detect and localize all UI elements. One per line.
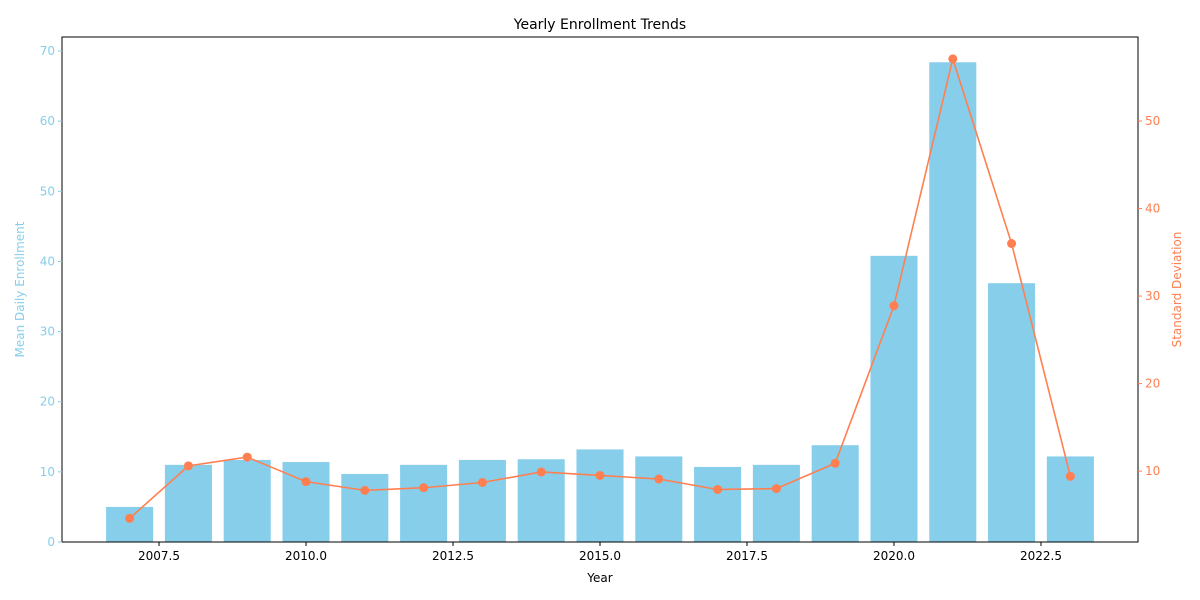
y-axis-left-title: Mean Daily Enrollment	[13, 221, 27, 357]
x-tick-label: 2017.5	[726, 549, 768, 563]
y-left-tick-label: 60	[40, 114, 55, 128]
y-left-tick-label: 20	[40, 395, 55, 409]
std-dev-point	[1007, 239, 1017, 249]
x-axis-title: Year	[586, 571, 612, 585]
x-tick-label: 2022.5	[1020, 549, 1062, 563]
bar	[870, 255, 918, 543]
y-right-tick-label: 20	[1145, 377, 1160, 391]
bar	[1046, 456, 1094, 542]
std-dev-point	[536, 467, 546, 477]
y-right-tick-label: 30	[1145, 289, 1160, 303]
y-right-tick-label: 40	[1145, 202, 1160, 216]
bar	[929, 62, 977, 542]
x-axis: 2007.5 2010.0 2012.5 2015.0 2017.5 2020.0 2022…	[138, 542, 1062, 563]
std-dev-point	[477, 477, 487, 487]
std-dev-point	[183, 461, 193, 471]
std-dev-point	[830, 458, 840, 468]
x-tick-label: 2007.5	[138, 549, 180, 563]
y-left-tick-label: 50	[40, 184, 55, 198]
y-left-tick-label: 40	[40, 254, 55, 268]
y-left-tick-label: 0	[47, 535, 55, 549]
bar	[458, 459, 506, 542]
y-axis-right: 10 20 30 40 50	[1138, 114, 1160, 478]
x-tick-label: 2020.0	[873, 549, 915, 563]
chart-title: Yearly Enrollment Trends	[513, 17, 686, 33]
x-tick-label: 2010.0	[285, 549, 327, 563]
bar	[576, 449, 624, 542]
y-left-tick-label: 30	[40, 325, 55, 339]
line-series	[125, 54, 1075, 523]
y-right-tick-label: 50	[1145, 114, 1160, 128]
std-dev-point	[419, 483, 429, 493]
bar	[400, 464, 448, 542]
bar-series	[106, 62, 1094, 543]
y-axis-right-title: Standard Deviation	[1170, 232, 1184, 348]
std-dev-point	[948, 54, 958, 64]
bar	[635, 456, 683, 542]
y-axis-left: 0 10 20 30 40 50 60 70	[40, 44, 62, 549]
std-dev-point	[595, 470, 605, 480]
bar	[164, 464, 212, 542]
std-dev-point	[1065, 471, 1075, 481]
bar	[106, 506, 154, 542]
bar	[223, 459, 271, 542]
bar	[694, 466, 742, 542]
std-dev-point	[713, 484, 723, 494]
y-left-tick-label: 70	[40, 44, 55, 58]
std-dev-point	[889, 301, 899, 311]
y-left-tick-label: 10	[40, 465, 55, 479]
std-dev-point	[360, 485, 370, 495]
x-tick-label: 2015.0	[579, 549, 621, 563]
std-dev-point	[125, 513, 135, 523]
std-dev-point	[242, 452, 252, 462]
bar	[341, 473, 389, 542]
std-dev-point	[771, 484, 781, 494]
bar	[988, 283, 1036, 542]
std-dev-point	[654, 474, 664, 484]
y-right-tick-label: 10	[1145, 464, 1160, 478]
std-dev-point	[301, 477, 311, 487]
bar	[752, 464, 800, 542]
x-tick-label: 2012.5	[432, 549, 474, 563]
